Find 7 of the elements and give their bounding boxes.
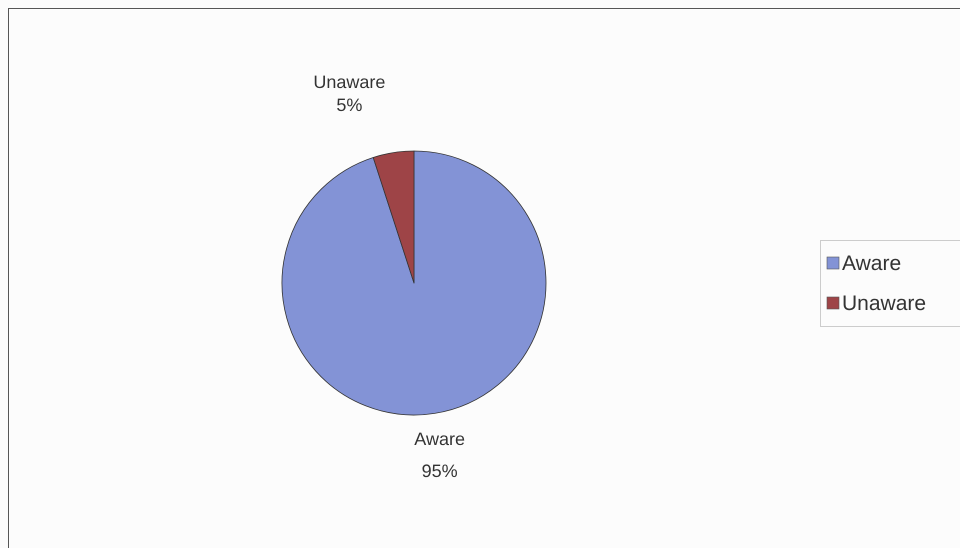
data-label: 95% <box>422 461 458 481</box>
pie-slice <box>282 150 546 416</box>
legend-label: Unaware <box>842 292 926 315</box>
data-label: 5% <box>336 95 362 115</box>
legend-label: Aware <box>842 252 902 275</box>
slice-label: Aware <box>414 429 465 449</box>
slice-label: Unaware <box>313 72 386 92</box>
